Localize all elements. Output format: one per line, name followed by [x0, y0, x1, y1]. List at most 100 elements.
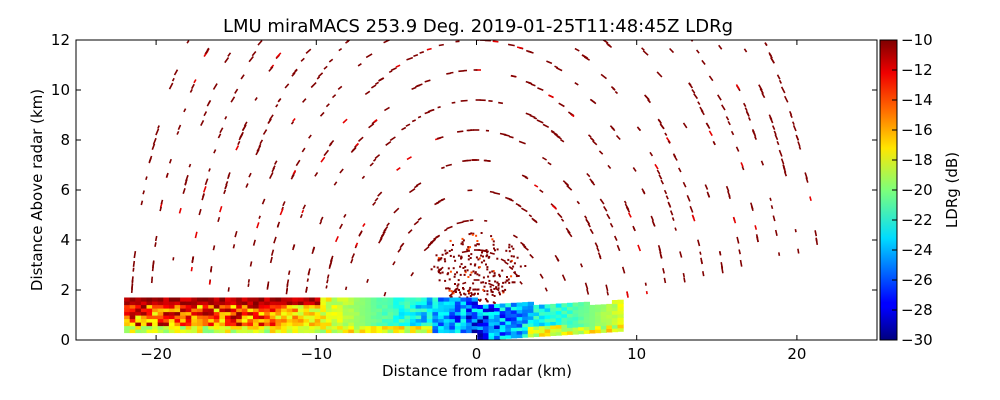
cloud-echo-gate [240, 74, 245, 80]
cloud-echo-gate [445, 163, 452, 167]
boundary-layer-echo-cell [157, 325, 164, 330]
boundary-layer-echo-cell [348, 311, 355, 316]
boundary-layer-echo-cell [393, 301, 400, 306]
boundary-layer-echo-cell [185, 329, 192, 334]
cloud-echo-gate [410, 271, 415, 277]
boundary-layer-echo-cell [583, 319, 590, 324]
boundary-layer-echo-cell [365, 297, 372, 302]
cloud-echo-gate [556, 258, 560, 262]
boundary-layer-echo-cell [213, 318, 220, 323]
cloud-echo-gate [434, 201, 440, 206]
cloud-echo-gate [647, 99, 651, 104]
cloud-echo-gate [178, 207, 182, 214]
boundary-layer-echo-cell [219, 315, 226, 320]
cloud-echo-gate [584, 215, 588, 220]
boundary-layer-echo-cell [297, 329, 305, 334]
cloud-echo-gate [258, 215, 261, 219]
boundary-layer-echo-cell [174, 301, 181, 306]
boundary-layer-echo-cell [578, 309, 585, 314]
cloud-echo-gate [641, 47, 645, 51]
boundary-layer-echo-cell [309, 301, 316, 306]
near-radar-echo-gate [472, 232, 475, 235]
near-radar-echo-gate [447, 272, 450, 275]
cloud-echo-gate [406, 56, 414, 61]
near-radar-echo-gate [504, 281, 507, 284]
boundary-layer-echo-cell [202, 322, 209, 327]
boundary-layer-echo-cell [258, 318, 265, 323]
boundary-layer-echo-cell [589, 315, 596, 320]
boundary-layer-echo-cell [527, 315, 534, 320]
boundary-layer-echo-cell [589, 325, 596, 330]
boundary-layer-echo-cell [426, 311, 433, 316]
boundary-layer-echo-cell [325, 308, 333, 313]
cloud-echo-gate [669, 210, 674, 216]
near-radar-echo-gate [470, 253, 473, 256]
boundary-layer-echo-cell [168, 308, 176, 313]
boundary-layer-echo-cell [303, 297, 310, 302]
boundary-layer-echo-cell [342, 329, 349, 334]
cloud-echo-gate [438, 198, 444, 203]
boundary-layer-echo-cell [191, 308, 198, 313]
boundary-layer-echo-cell [191, 325, 198, 330]
near-radar-echo-gate [491, 270, 494, 273]
boundary-layer-echo-cell [460, 318, 467, 323]
x-tick-label: 20 [787, 345, 806, 363]
boundary-layer-echo-cell [505, 331, 512, 336]
boundary-layer-echo-cell [191, 301, 198, 306]
boundary-layer-echo-cell [297, 325, 305, 330]
boundary-layer-echo-cell [348, 301, 355, 306]
cloud-echo-gate [627, 212, 632, 218]
cloud-echo-gate [285, 288, 288, 295]
cloud-echo-gate [383, 106, 390, 112]
near-radar-echo-gate [467, 247, 470, 250]
cloud-echo-gate [405, 123, 411, 127]
boundary-layer-echo-cell [561, 320, 568, 325]
cloud-echo-gate [732, 216, 737, 224]
cloud-echo-gate [464, 159, 472, 162]
cloud-echo-gate [369, 162, 374, 167]
boundary-layer-echo-cell [202, 297, 209, 302]
cloud-echo-gate [606, 291, 609, 296]
boundary-layer-echo-cell [466, 315, 473, 320]
cloud-echo-gate [529, 114, 536, 119]
cloud-echo-gate [739, 259, 743, 267]
cloud-echo-gate [567, 230, 573, 238]
near-radar-echo-gate [444, 279, 447, 282]
boundary-layer-echo-cell [443, 329, 450, 334]
cloud-echo-gate [560, 218, 565, 222]
boundary-layer-echo-cell [550, 310, 557, 315]
boundary-layer-echo-cell [432, 315, 439, 320]
cloud-echo-gate [319, 220, 323, 225]
boundary-layer-echo-cell [348, 308, 355, 313]
boundary-layer-echo-cell [281, 311, 288, 316]
cloud-echo-gate [397, 247, 402, 253]
cloud-echo-gate [411, 86, 417, 90]
boundary-layer-echo-cell [443, 318, 450, 323]
boundary-layer-echo-cell [241, 325, 248, 330]
cloud-echo-gate [249, 261, 253, 267]
boundary-layer-echo-cell [213, 315, 220, 320]
cloud-echo-gate [773, 130, 777, 136]
boundary-layer-echo-cell [488, 311, 495, 316]
near-radar-echo-gate [489, 285, 492, 288]
boundary-layer-echo-cell [185, 308, 192, 313]
cloud-echo-gate [186, 40, 190, 44]
boundary-layer-echo-cell [275, 311, 282, 316]
boundary-layer-echo-cell [550, 331, 557, 336]
boundary-layer-echo-cell [561, 327, 568, 332]
boundary-layer-echo-cell [202, 301, 209, 306]
cloud-echo-gate [547, 161, 552, 166]
boundary-layer-echo-cell [516, 327, 523, 332]
boundary-layer-echo-cell [359, 329, 366, 334]
cloud-echo-gate [621, 266, 626, 274]
boundary-layer-echo-cell [510, 330, 518, 335]
boundary-layer-echo-cell [247, 329, 254, 334]
cloud-echo-gate [533, 184, 539, 188]
boundary-layer-echo-cell [140, 304, 148, 309]
cloud-echo-gate [424, 110, 431, 115]
cloud-echo-gate [599, 198, 605, 205]
boundary-layer-echo-cell [197, 318, 204, 323]
cloud-echo-gate [625, 206, 631, 213]
cloud-echo-gate [671, 217, 675, 221]
boundary-layer-echo-cell [432, 308, 439, 313]
